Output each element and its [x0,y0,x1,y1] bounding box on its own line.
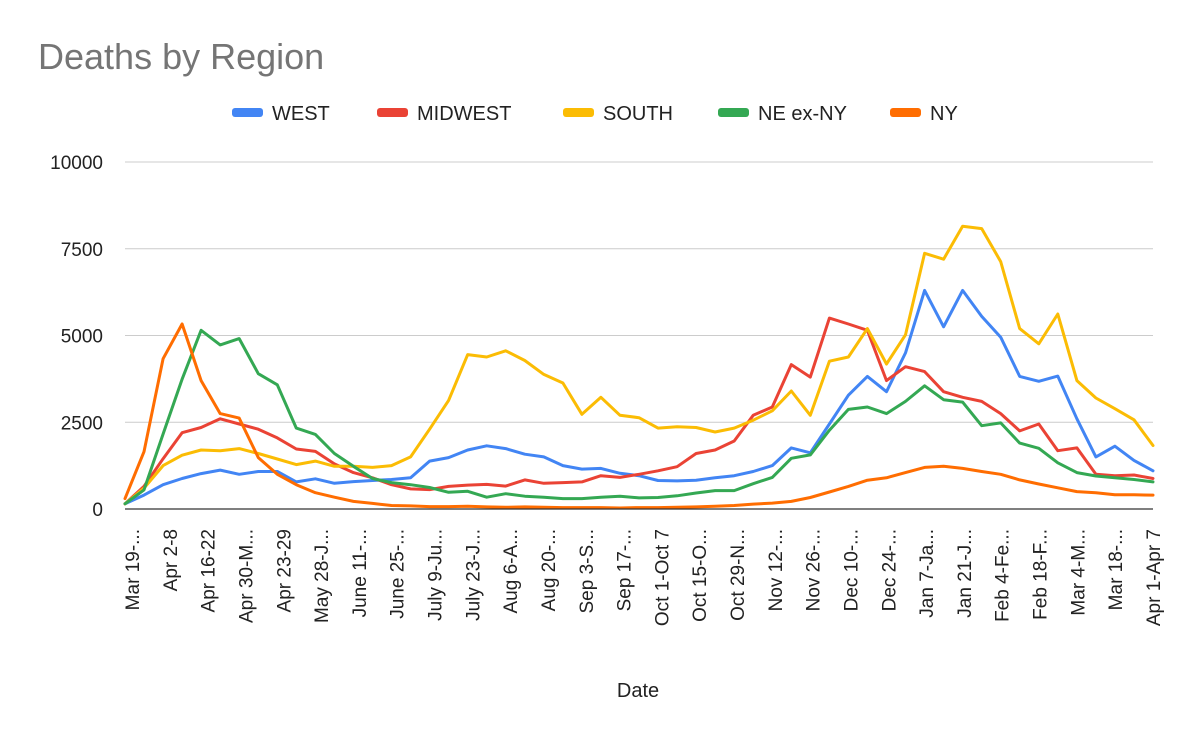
x-tick-label: Mar 19-... [123,529,144,610]
y-tick-label: 7500 [61,240,103,261]
x-tick-label: Sep 3-S... [577,529,598,614]
y-tick-label: 0 [92,500,103,521]
legend-swatch [377,108,408,117]
x-tick-label: Apr 30-M... [236,529,257,623]
x-tick-label: Apr 1-Apr 7 [1144,529,1165,626]
y-tick-label: 10000 [50,153,103,174]
x-tick-label: Apr 23-29 [274,529,295,612]
chart-title: Deaths by Region [38,36,324,77]
legend-label: WEST [272,103,330,125]
x-tick-label: Jan 21-J... [955,529,976,618]
x-tick-label: Jan 7-Ja... [917,529,938,618]
x-tick-label: Aug 6-A... [501,529,522,614]
x-tick-label: Apr 16-22 [199,529,220,612]
x-tick-label: Nov 26-... [804,529,825,611]
legend-label: MIDWEST [417,103,511,125]
legend-swatch [718,108,749,117]
series-line-south [123,224,1155,506]
y-axis-ticks: 0 2500 5000 7500 10000 [50,153,103,521]
gridlines [125,161,1153,423]
x-tick-label: July 23-J... [463,529,484,621]
x-tick-label: Feb 4-Fe... [993,529,1014,622]
legend-label: NE ex-NY [758,103,847,125]
series-line-ne-ex-ny [123,328,1155,506]
x-tick-label: Oct 15-O... [690,529,711,622]
x-tick-label: July 9-Ju... [426,529,447,621]
x-tick-label: Feb 18-F... [1031,529,1052,620]
y-tick-label: 2500 [61,413,103,434]
legend-label: NY [930,103,958,125]
x-tick-label: Oct 1-Oct 7 [652,529,673,626]
x-tick-label: June 11-... [350,529,371,617]
x-tick-label: Aug 20-... [539,529,560,611]
x-tick-label: Oct 29-N... [728,529,749,621]
series-lines [123,224,1155,510]
legend-label: SOUTH [603,103,673,125]
legend-swatch [232,108,263,117]
x-tick-label: Mar 4-M... [1068,529,1089,616]
x-tick-label: Apr 2-8 [161,529,182,591]
series-line-midwest [123,316,1155,506]
x-tick-label: Dec 24-... [879,529,900,611]
x-tick-label: Nov 12-... [766,529,787,611]
legend-swatch [563,108,594,117]
x-tick-label: Dec 10-... [841,529,862,611]
x-tick-label: Sep 17-... [615,529,636,611]
legend-swatch [890,108,921,117]
x-tick-label: Mar 18-... [1106,529,1127,610]
x-tick-label: June 25-... [388,529,409,619]
x-axis-ticks: Mar 19-... Apr 2-8 Apr 16-22 Apr 30-M... Apr… [123,529,1165,626]
series-line-ny [123,322,1155,510]
x-tick-label: May 28-J... [312,529,333,623]
x-axis-label: Date [617,680,659,702]
series-line-west [123,288,1155,506]
legend: WEST MIDWEST SOUTH NE ex-NY NY [232,103,958,125]
y-tick-label: 5000 [61,327,103,348]
